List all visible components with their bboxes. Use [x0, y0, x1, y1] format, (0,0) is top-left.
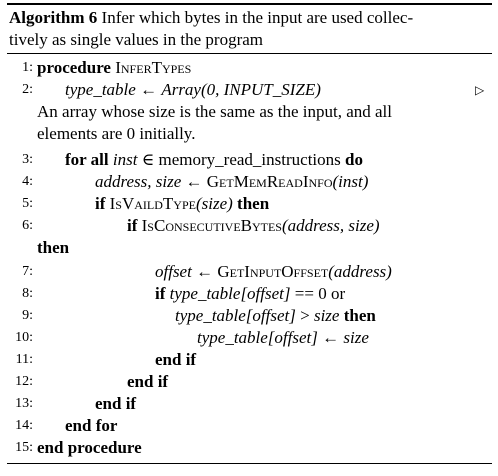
line-number: 3: [22, 152, 33, 167]
type-table-lookup: type_table[offset] [175, 306, 296, 325]
keyword-then: then [343, 306, 376, 325]
function-name: GetMemReadInfo [206, 172, 333, 191]
assign-arrow: ← [322, 328, 340, 347]
line-number: 15: [15, 440, 33, 455]
keyword-then: then [237, 194, 270, 213]
array-init-expr: Array(0, INPUT_SIZE) [161, 80, 321, 99]
function-args: (address, size) [281, 216, 380, 235]
greater-than-operator: > [300, 306, 310, 325]
caption-rule [7, 53, 492, 54]
procedure-name: InferTypes [115, 58, 192, 77]
var-size: size [313, 306, 340, 325]
algorithm-block: Algorithm 6 Infer which bytes in the inp… [7, 3, 492, 467]
function-args: (inst) [332, 172, 369, 191]
line-number: 2: [22, 82, 33, 97]
keyword-then: then [37, 238, 70, 257]
zero-value: 0 [318, 284, 327, 303]
function-name: IsConsecutiveBytes [141, 216, 282, 235]
assign-arrow: ← [140, 80, 158, 99]
assign-arrow: ← [196, 262, 214, 281]
caption-title-line2: tively as single values in the program [9, 30, 263, 49]
comment-line-2: elements are 0 initially. [37, 124, 196, 143]
top-rule [7, 3, 492, 5]
keyword-end-if: end if [155, 350, 197, 369]
keyword-if: if [155, 284, 166, 303]
line-number: 7: [22, 264, 33, 279]
var-address-size: address, size [95, 172, 182, 191]
keyword-do: do [345, 150, 363, 169]
algorithm-label: Algorithm 6 [9, 8, 98, 27]
function-args: (address) [328, 262, 392, 281]
keyword-procedure: procedure [37, 58, 111, 77]
set-name: memory_read_instructions [158, 150, 341, 169]
keyword-end-procedure: end procedure [37, 438, 142, 457]
line-number: 1: [22, 60, 33, 75]
line-number: 10: [15, 330, 33, 345]
code-line-2: 2: type_table ← Array(0, INPUT_SIZE) ▷ [7, 79, 492, 101]
keyword-if: if [95, 194, 106, 213]
var-offset: offset [155, 262, 192, 281]
bottom-rule [7, 463, 492, 464]
keyword-end-for: end for [65, 416, 118, 435]
equality-operator: == [294, 284, 314, 303]
algorithm-caption: Algorithm 6 Infer which bytes in the inp… [9, 7, 489, 29]
element-of-symbol: ∈ [141, 150, 155, 169]
type-table-lookup: type_table[offset] [169, 284, 291, 303]
line-number: 4: [22, 174, 33, 189]
caption-title-line1: Infer which bytes in the input are used … [101, 8, 414, 27]
keyword-end-if: end if [95, 394, 137, 413]
var-type-table: type_table [65, 80, 136, 99]
line-number: 12: [15, 374, 33, 389]
comment-triangle-icon: ▷ [475, 83, 485, 97]
line-number: 9: [22, 308, 33, 323]
keyword-end-if: end if [127, 372, 169, 391]
line-number: 6: [22, 218, 33, 233]
function-args: (size) [195, 194, 233, 213]
line-number: 8: [22, 286, 33, 301]
line-number: 5: [22, 196, 33, 211]
line-number: 14: [15, 418, 33, 433]
line-number: 11: [15, 352, 33, 367]
var-inst: inst [112, 150, 138, 169]
comment-line-1: An array whose size is the same as the i… [37, 102, 393, 121]
function-name: IsVaildType [109, 194, 196, 213]
type-table-lookup: type_table[offset] [197, 328, 318, 347]
keyword-for-all: for all [65, 150, 109, 169]
keyword-or: or [330, 284, 346, 303]
keyword-if: if [127, 216, 138, 235]
function-name: GetInputOffset [217, 262, 329, 281]
var-size: size [343, 328, 369, 347]
assign-arrow: ← [185, 172, 203, 191]
line-number: 13: [15, 396, 33, 411]
